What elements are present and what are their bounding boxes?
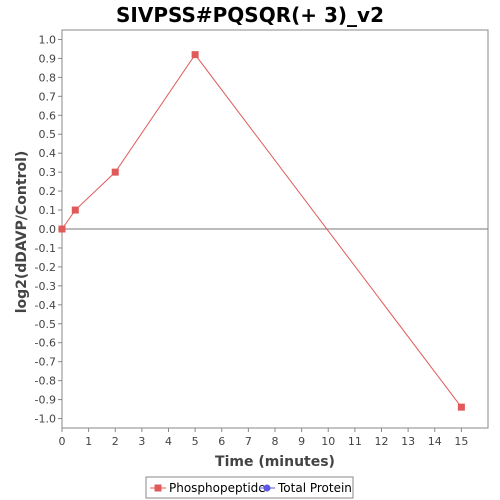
data-point <box>457 403 465 411</box>
x-tick-label: 3 <box>138 435 145 448</box>
data-point <box>111 168 119 176</box>
y-tick-label: -0.6 <box>35 337 56 350</box>
data-point <box>58 225 66 233</box>
y-tick-label: 0.8 <box>39 71 57 84</box>
legend-label: Phosphopeptide <box>169 481 266 495</box>
y-tick-label: 0.6 <box>39 109 57 122</box>
y-axis: 1.0 0.9 0.8 0.7 0.6 0.5 0.4 0.3 0.2 0.1 0.0 -0.1 -0.… <box>35 33 62 426</box>
y-tick-label: -0.8 <box>35 375 56 388</box>
x-tick-label: 2 <box>112 435 119 448</box>
y-tick-label: 0.5 <box>39 128 57 141</box>
x-tick-label: 8 <box>272 435 279 448</box>
x-tick-label: 15 <box>454 435 468 448</box>
y-tick-label: -0.3 <box>35 280 56 293</box>
x-tick-label: 13 <box>401 435 415 448</box>
x-tick-label: 10 <box>321 435 335 448</box>
y-tick-label: -0.4 <box>35 299 56 312</box>
y-tick-label: -0.2 <box>35 261 56 274</box>
series-layer <box>58 51 465 411</box>
legend: Phosphopeptide Total Protein <box>145 476 354 499</box>
x-tick-label: 1 <box>85 435 92 448</box>
data-point <box>71 206 79 214</box>
y-tick-label: -0.5 <box>35 318 56 331</box>
x-tick-label: 11 <box>348 435 362 448</box>
x-tick-label: 12 <box>375 435 389 448</box>
y-tick-label: 0.0 <box>39 223 57 236</box>
y-tick-label: 0.3 <box>39 166 57 179</box>
y-tick-label: 0.9 <box>39 52 57 65</box>
y-axis-label: log2(dDAVP/Control) <box>14 151 30 314</box>
x-tick-label: 4 <box>165 435 172 448</box>
legend-square-marker <box>154 484 162 492</box>
chart-title: SIVPSS#PQSQR(+ 3)_v2 <box>116 3 384 27</box>
x-tick-label: 14 <box>428 435 442 448</box>
x-axis: 0 1 2 3 4 5 6 7 8 9 10 11 12 13 14 15 <box>59 428 468 448</box>
y-tick-label: -0.1 <box>35 242 56 255</box>
x-axis-label: Time (minutes) <box>215 454 335 470</box>
y-tick-label: -1.0 <box>35 413 56 426</box>
x-tick-label: 7 <box>245 435 252 448</box>
y-tick-label: 1.0 <box>39 33 57 46</box>
x-tick-label: 6 <box>218 435 225 448</box>
y-tick-label: 0.4 <box>39 147 57 160</box>
legend-label: Total Protein <box>277 481 352 495</box>
legend-circle-marker <box>263 484 271 492</box>
y-tick-label: -0.7 <box>35 356 56 369</box>
data-point <box>191 51 199 59</box>
y-tick-label: -0.9 <box>35 394 56 407</box>
x-tick-label: 9 <box>298 435 305 448</box>
x-tick-label: 5 <box>192 435 199 448</box>
y-tick-label: 0.2 <box>39 185 57 198</box>
y-tick-label: 0.1 <box>39 204 57 217</box>
legend-box <box>145 476 354 499</box>
x-tick-label: 0 <box>59 435 66 448</box>
y-tick-label: 0.7 <box>39 90 57 103</box>
